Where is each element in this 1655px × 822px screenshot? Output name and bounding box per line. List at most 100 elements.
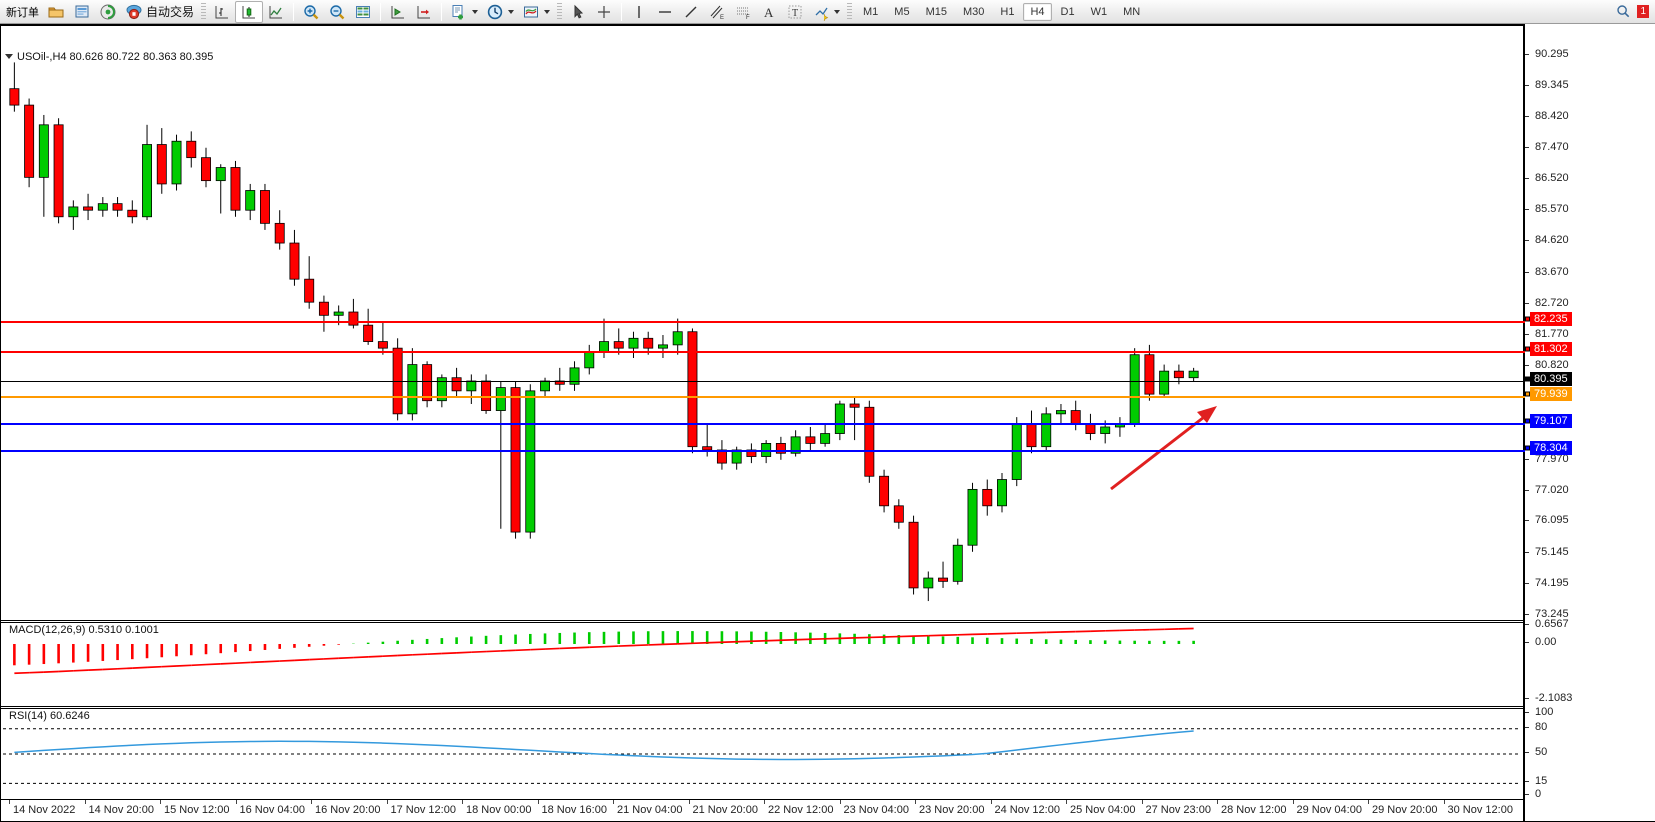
price-tag-handle[interactable] bbox=[1525, 445, 1530, 451]
line-chart-button[interactable] bbox=[263, 1, 289, 23]
price-axis[interactable]: 90.295 89.345 88.420 87.470 86.520 85.570 84.6… bbox=[1524, 24, 1655, 800]
level-line-support-1[interactable] bbox=[1, 423, 1525, 426]
time-tick-label: 21 Nov 04:00 bbox=[617, 804, 683, 816]
price-tag-pivot[interactable]: 79.939 bbox=[1525, 387, 1572, 402]
macd-indicator-label: MACD(12,26,9) 0.5310 0.1001 bbox=[7, 624, 161, 636]
time-tick bbox=[386, 800, 388, 804]
autotrading-button[interactable]: 自动交易 bbox=[121, 1, 198, 23]
time-tick-label: 15 Nov 12:00 bbox=[164, 804, 230, 816]
macd-series bbox=[13, 627, 1195, 675]
time-tick bbox=[915, 800, 916, 804]
fibonacci-icon: F bbox=[734, 3, 752, 21]
candlestick-chart-icon bbox=[240, 3, 258, 21]
macd-axis-label: 0.00 bbox=[1535, 636, 1557, 648]
new-order-label: 新订单 bbox=[6, 6, 39, 19]
timeframe-d1[interactable]: D1 bbox=[1060, 5, 1075, 18]
time-tick bbox=[1292, 800, 1294, 804]
price-tag-handle[interactable] bbox=[1525, 418, 1530, 424]
timeframe-w1[interactable]: W1 bbox=[1090, 5, 1108, 18]
chevron-down-icon[interactable] bbox=[544, 9, 551, 14]
navigator-button[interactable] bbox=[95, 1, 121, 23]
folder-icon bbox=[47, 3, 65, 21]
time-tick bbox=[462, 800, 463, 804]
rsi-panel-divider bbox=[1, 706, 1523, 707]
macd-axis-label: -2.1083 bbox=[1535, 692, 1573, 704]
folder-button[interactable] bbox=[43, 1, 69, 23]
timeframe-h4[interactable]: H4 bbox=[1023, 2, 1052, 21]
time-axis[interactable]: 14 Nov 2022 14 Nov 20:00 15 Nov 12:00 16 No… bbox=[0, 800, 1524, 822]
price-tick bbox=[1525, 146, 1529, 148]
shift-chart-button[interactable] bbox=[385, 1, 411, 23]
price-tag-support[interactable]: 79.107 bbox=[1525, 414, 1572, 429]
level-line-resistance-1[interactable] bbox=[1, 351, 1525, 354]
timeframe-m5[interactable]: M5 bbox=[894, 5, 910, 18]
new-order-button[interactable]: 新订单 bbox=[2, 1, 43, 23]
timeframe-m15[interactable]: M15 bbox=[925, 5, 947, 18]
price-plot-area[interactable]: USOil-,H4 80.626 80.722 80.363 80.395 MA… bbox=[0, 24, 1525, 800]
price-tick bbox=[1525, 614, 1529, 615]
drawings-button[interactable] bbox=[808, 1, 844, 23]
alert-badge[interactable]: 1 bbox=[1637, 5, 1649, 18]
price-tag-support[interactable]: 78.304 bbox=[1525, 440, 1572, 455]
horizontal-line-button[interactable] bbox=[652, 1, 678, 23]
bar-chart-icon bbox=[213, 3, 231, 21]
price-tag-handle[interactable] bbox=[1525, 316, 1530, 322]
chevron-down-icon[interactable] bbox=[508, 9, 515, 14]
templates-button[interactable] bbox=[518, 1, 554, 23]
level-line-pivot[interactable] bbox=[1, 396, 1525, 399]
price-tag-resistance[interactable]: 81.302 bbox=[1525, 342, 1572, 357]
equidistant-channel-button[interactable]: E bbox=[704, 1, 730, 23]
level-line-support-2[interactable] bbox=[1, 449, 1525, 452]
trendline-button[interactable] bbox=[678, 1, 704, 23]
chevron-down-icon[interactable] bbox=[834, 9, 841, 14]
text-button[interactable]: A bbox=[756, 1, 782, 23]
add-indicator-button[interactable] bbox=[446, 1, 482, 23]
candlestick-chart-button[interactable] bbox=[235, 0, 264, 23]
auto-scroll-button[interactable] bbox=[411, 1, 437, 23]
price-tag-resistance[interactable]: 82.235 bbox=[1525, 311, 1572, 326]
time-tick bbox=[1443, 800, 1445, 804]
level-line-resistance-2[interactable] bbox=[1, 320, 1525, 323]
cursor-button[interactable] bbox=[565, 1, 591, 23]
toolbar-grip-2[interactable] bbox=[557, 2, 563, 21]
timeframe-m1[interactable]: M1 bbox=[863, 5, 879, 18]
price-tick bbox=[1525, 551, 1529, 553]
uptrend-arrow[interactable] bbox=[1110, 406, 1217, 491]
price-tag-handle[interactable] bbox=[1525, 391, 1530, 397]
time-tick-label: 16 Nov 20:00 bbox=[315, 804, 381, 816]
time-tick-label: 17 Nov 12:00 bbox=[390, 804, 456, 816]
text-icon: A bbox=[760, 3, 778, 21]
terminal-button[interactable] bbox=[69, 1, 95, 23]
zoom-in-button[interactable] bbox=[298, 1, 324, 23]
horizontal-line-icon bbox=[656, 3, 674, 21]
chevron-down-icon[interactable] bbox=[472, 9, 479, 14]
time-tick-label: 24 Nov 12:00 bbox=[994, 804, 1060, 816]
toolbar-right-group: 1 bbox=[1615, 3, 1653, 21]
vertical-line-button[interactable] bbox=[626, 1, 652, 23]
grid-button[interactable] bbox=[350, 1, 376, 23]
chart-collapse-icon[interactable] bbox=[5, 54, 13, 59]
time-tick-label: 23 Nov 20:00 bbox=[919, 804, 985, 816]
price-tag-handle[interactable] bbox=[1525, 376, 1530, 382]
zoom-out-button[interactable] bbox=[324, 1, 350, 23]
crosshair-button[interactable] bbox=[591, 1, 617, 23]
text-label-button[interactable]: T bbox=[782, 1, 808, 23]
period-button[interactable] bbox=[482, 1, 518, 23]
timeframe-mn[interactable]: MN bbox=[1123, 5, 1141, 18]
price-tick-label: 90.295 bbox=[1535, 48, 1569, 60]
time-tick-label: 22 Nov 12:00 bbox=[768, 804, 834, 816]
rsi-indicator-label: RSI(14) 60.6246 bbox=[7, 710, 92, 722]
axis-tick bbox=[1525, 794, 1529, 795]
main-toolbar: 新订单 自动交易 bbox=[0, 0, 1655, 24]
price-tag-handle[interactable] bbox=[1525, 346, 1530, 352]
fibonacci-button[interactable]: F bbox=[730, 1, 756, 23]
timeframe-m30[interactable]: M30 bbox=[962, 5, 985, 18]
templates-icon bbox=[522, 3, 540, 21]
bar-chart-button[interactable] bbox=[209, 1, 235, 23]
timeframe-h1[interactable]: H1 bbox=[1000, 5, 1015, 18]
search-icon[interactable] bbox=[1615, 3, 1633, 21]
toolbar-grip-1[interactable] bbox=[201, 2, 207, 21]
toolbar-grip-3[interactable] bbox=[847, 2, 853, 21]
price-tag-current-price[interactable]: 80.395 bbox=[1525, 372, 1572, 387]
terminal-icon bbox=[73, 3, 91, 21]
